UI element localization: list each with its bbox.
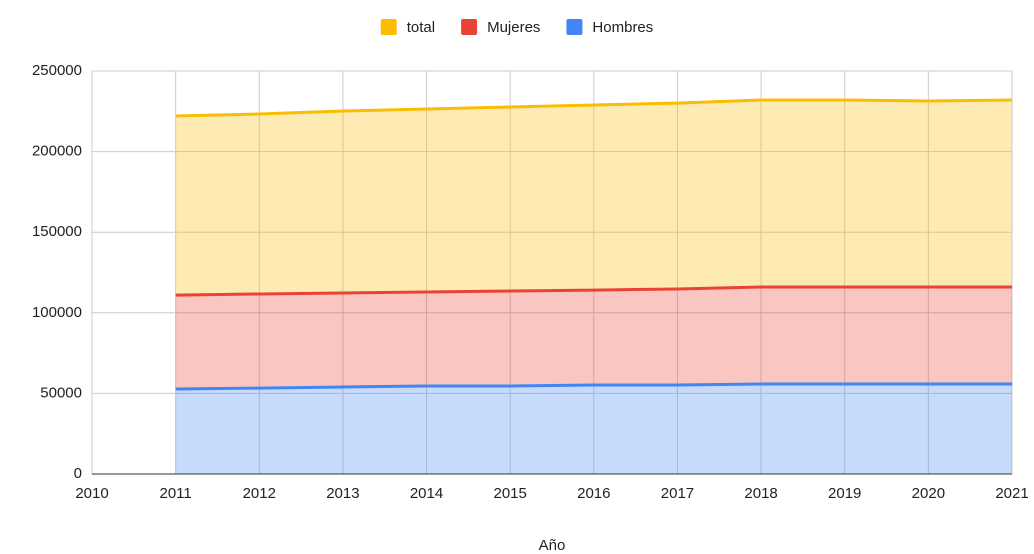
- area-line: [175, 285, 1012, 297]
- x-tick-label: 2018: [744, 485, 777, 502]
- area-line: [175, 382, 1012, 391]
- y-tick-label: 50000: [40, 384, 82, 401]
- area-fill: [175, 100, 1013, 296]
- y-tick-label: 150000: [32, 223, 82, 240]
- legend: total Mujeres Hombres: [380, 19, 653, 36]
- x-tick-label: 2017: [661, 485, 694, 502]
- x-axis-label: Año: [539, 537, 566, 554]
- y-tick-label: 0: [74, 465, 82, 482]
- legend-swatch: [566, 19, 583, 35]
- legend-swatch: [461, 19, 478, 35]
- legend-label: Mujeres: [487, 19, 540, 36]
- y-tick-label: 100000: [32, 304, 82, 321]
- x-tick-label: 2014: [410, 485, 443, 502]
- area-fill: [175, 287, 1013, 390]
- x-tick-label: 2012: [243, 485, 276, 502]
- lines: [175, 98, 1013, 391]
- legend-label: total: [407, 19, 435, 36]
- x-tick-label: 2013: [326, 485, 359, 502]
- area-line: [175, 98, 1013, 118]
- x-tick-label: 2021: [995, 485, 1028, 502]
- legend-swatch: [380, 19, 397, 35]
- x-tick-label: 2019: [828, 485, 861, 502]
- x-tick-label: 2015: [493, 485, 526, 502]
- x-tick-label: 2020: [912, 485, 945, 502]
- x-tick-label: 2016: [577, 485, 610, 502]
- x-tick-label: 2011: [160, 485, 192, 502]
- legend-label: Hombres: [592, 19, 653, 36]
- area-fill: [175, 384, 1013, 474]
- y-tick-label: 200000: [32, 143, 82, 160]
- x-tick-label: 2010: [75, 485, 108, 502]
- grid: [91, 70, 1013, 475]
- y-tick-label: 250000: [32, 62, 82, 79]
- areas: [175, 100, 1013, 474]
